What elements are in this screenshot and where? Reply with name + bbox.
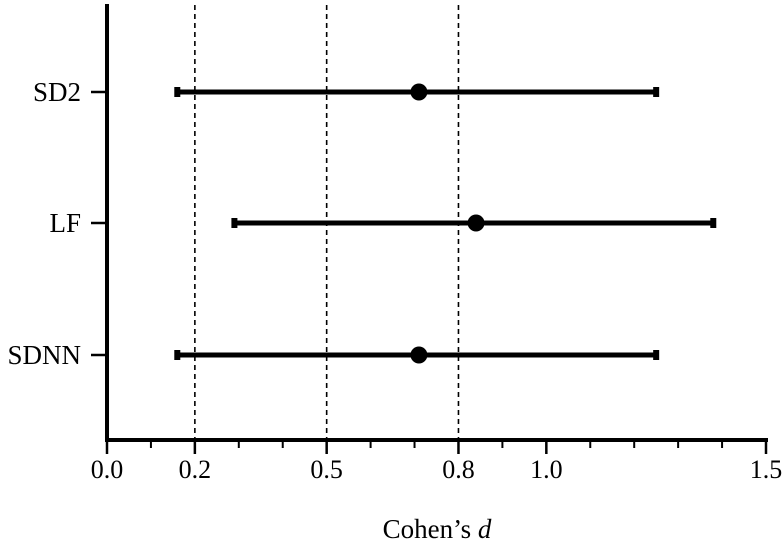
x-tick-label: 0.0: [91, 455, 124, 484]
ci-lower-cap: [231, 218, 238, 228]
x-axis-title: Cohen’s d: [383, 514, 492, 544]
x-tick-label: 0.2: [179, 455, 212, 484]
x-axis-ticks: 0.0 0.2 0.5 0.8 1.0 1.5: [91, 440, 783, 484]
x-axis-title-variable: d: [478, 514, 492, 544]
effect-size-rows: SD2 LF SDNN: [7, 77, 717, 370]
ci-lower-cap: [174, 87, 181, 97]
point-estimate: [410, 346, 428, 364]
row-label: SDNN: [7, 340, 81, 370]
x-tick-label: 0.5: [310, 455, 343, 484]
ci-lower-cap: [174, 350, 181, 360]
row-label: LF: [49, 208, 81, 238]
row-sdnn: SDNN: [7, 340, 660, 370]
point-estimate: [467, 214, 485, 232]
point-estimate: [410, 83, 428, 101]
x-tick-label: 1.5: [750, 455, 783, 484]
row-lf: LF: [49, 208, 717, 238]
row-sd2: SD2: [33, 77, 660, 107]
x-axis-title-text: Cohen’s: [383, 514, 478, 544]
ci-upper-cap: [710, 218, 717, 228]
ci-upper-cap: [653, 87, 660, 97]
x-tick-label: 0.8: [442, 455, 475, 484]
ci-upper-cap: [653, 350, 660, 360]
x-tick-label: 1.0: [530, 455, 563, 484]
row-label: SD2: [33, 77, 81, 107]
